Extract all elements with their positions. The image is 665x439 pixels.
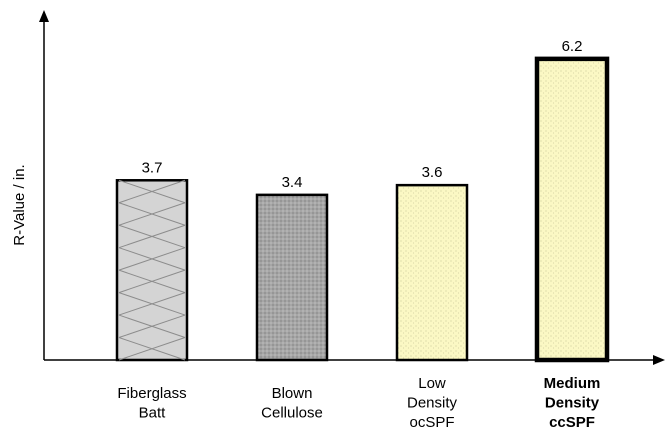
bar-4: [534, 56, 610, 363]
category-label-2: Blown Cellulose: [261, 385, 323, 422]
bar-group-4: 6.2 Medium Density ccSPF: [534, 38, 610, 431]
bars: 3.7 Fiberglass Batt 3.4 Blown Cellulose 3.6 Low…: [115, 38, 610, 431]
bar-3: [395, 183, 469, 362]
value-label-2: 3.4: [282, 174, 303, 191]
category-label-4: Medium Density ccSPF: [544, 375, 601, 431]
bar-group-3: 3.6 Low Density ocSPF: [395, 164, 469, 431]
value-label-1: 3.7: [142, 159, 163, 176]
y-axis-label: R-Value / in.: [11, 164, 28, 245]
category-label-3: Low Density ocSPF: [407, 375, 458, 431]
bar-hatch-1: [118, 179, 186, 361]
category-label-1: Fiberglass Batt: [117, 385, 186, 422]
bar-2: [255, 193, 329, 362]
value-label-4: 6.2: [562, 38, 583, 55]
bar-1: [115, 179, 189, 362]
bar-group-2: 3.4 Blown Cellulose: [255, 174, 329, 422]
value-label-3: 3.6: [422, 164, 443, 181]
bar-group-1: 3.7 Fiberglass Batt: [115, 159, 189, 422]
y-axis: [39, 10, 49, 360]
